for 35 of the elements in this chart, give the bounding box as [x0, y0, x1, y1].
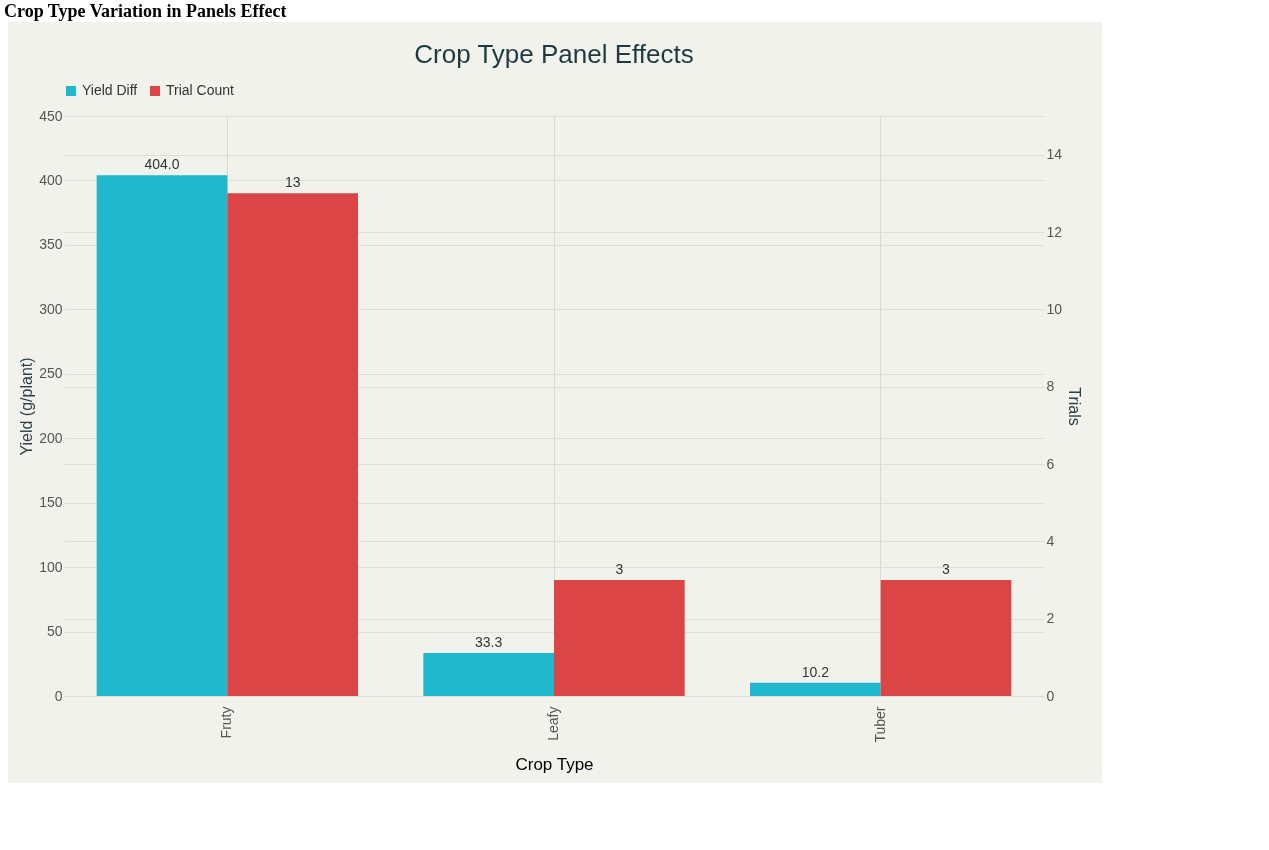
y-tick-label: 250	[39, 365, 63, 382]
y2-tick-label: 10	[1046, 300, 1063, 317]
y-tick-label: 350	[39, 236, 63, 253]
data-label: 404.0	[144, 156, 180, 173]
bar	[750, 682, 881, 696]
y-tick-label: 150	[39, 494, 63, 511]
data-label: 13	[284, 174, 301, 191]
y-tick-label: 0	[54, 687, 63, 704]
y2-tick-label: 14	[1046, 146, 1063, 163]
y2-tick-label: 8	[1046, 378, 1055, 395]
y2-tick-label: 2	[1046, 610, 1055, 627]
text: Crop Type Variation in Panels Effect	[4, 0, 288, 22]
legend-label: Yield Diff	[82, 82, 138, 98]
y2-tick-label: 12	[1046, 223, 1063, 240]
x-tick-label: Fruty	[218, 706, 235, 739]
y-tick-label: 200	[39, 429, 63, 446]
y-axis-title: Yield (g/plant)	[18, 357, 36, 456]
legend-label: Trial Count	[166, 82, 235, 98]
y2-tick-label: 4	[1046, 532, 1055, 549]
x-axis-title: Crop Type	[515, 754, 594, 774]
data-label: 10.2	[801, 663, 830, 680]
data-label: 3	[615, 561, 624, 577]
y-tick-label: 450	[39, 107, 63, 124]
chart-title: Crop Type Panel Effects	[414, 39, 694, 69]
x-tick-label: Tuber	[871, 706, 888, 743]
y-tick-label: 300	[39, 300, 63, 317]
data-label: 33.3	[475, 634, 503, 651]
y2-tick-label: 6	[1046, 455, 1055, 472]
x-tick-label: Leafy	[545, 706, 561, 741]
data-label: 3	[942, 561, 951, 577]
y-tick-label: 400	[39, 171, 63, 188]
y2-tick-label: 0	[1046, 687, 1055, 704]
y2-axis-title: Trials	[1066, 387, 1084, 426]
y-tick-label: 100	[39, 558, 63, 575]
y-tick-label: 50	[46, 623, 63, 640]
